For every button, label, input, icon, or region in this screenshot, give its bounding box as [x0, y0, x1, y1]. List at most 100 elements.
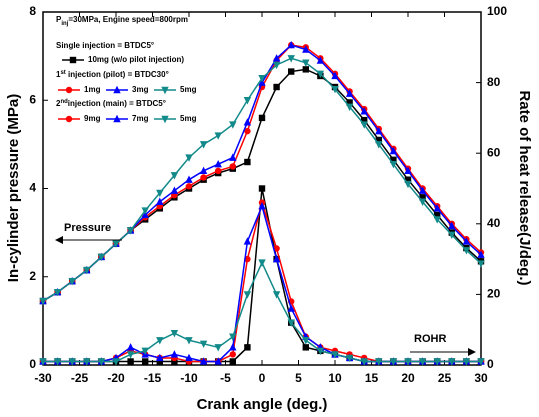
x-tick-label: 30	[474, 371, 488, 385]
marker	[170, 172, 179, 180]
marker	[389, 161, 398, 169]
marker	[97, 358, 106, 366]
legend-label: 3mg	[132, 85, 149, 94]
marker	[199, 357, 208, 365]
marker	[127, 358, 134, 365]
marker	[273, 245, 280, 252]
marker	[142, 358, 149, 365]
marker	[404, 176, 412, 183]
condition-part: =30MPa, Engine speed=800rpm	[68, 15, 188, 24]
marker	[448, 221, 456, 230]
legend-header: Single injection = BTDC5°	[56, 41, 154, 50]
marker	[171, 358, 178, 365]
y-tick-label: 4	[29, 181, 36, 195]
y2-tick-label: 40	[487, 216, 501, 230]
marker	[200, 174, 207, 181]
marker	[287, 319, 295, 327]
marker	[185, 183, 193, 190]
marker	[161, 86, 169, 95]
marker	[258, 185, 266, 192]
marker	[404, 180, 412, 189]
line	[43, 260, 481, 363]
marker	[434, 211, 441, 219]
marker	[272, 54, 281, 62]
marker	[156, 337, 164, 345]
marker	[170, 186, 179, 194]
marker	[185, 175, 193, 183]
marker	[65, 115, 73, 123]
marker	[243, 118, 252, 126]
marker	[389, 358, 398, 366]
marker	[419, 194, 426, 201]
x-axis-label: Crank angle (deg.)	[197, 396, 328, 413]
marker	[185, 337, 193, 345]
marker	[316, 70, 325, 78]
marker	[229, 333, 237, 341]
marker	[156, 353, 164, 362]
marker	[113, 114, 121, 123]
x-tick-label: 25	[438, 371, 452, 385]
marker	[448, 358, 456, 366]
marker	[68, 277, 76, 286]
marker	[199, 141, 208, 149]
marker	[418, 186, 427, 194]
marker	[229, 153, 237, 161]
legend-header-part: 2	[56, 99, 61, 108]
marker	[113, 85, 121, 94]
condition-part: P	[56, 15, 62, 24]
marker	[288, 68, 295, 75]
marker	[287, 304, 295, 312]
marker	[375, 136, 382, 144]
x-tick-label: 20	[401, 371, 415, 385]
marker	[316, 56, 325, 64]
marker	[272, 61, 281, 70]
marker	[433, 216, 441, 224]
marker	[390, 156, 397, 164]
marker	[65, 86, 73, 94]
marker	[97, 253, 106, 262]
legend-label: 9mg	[84, 114, 101, 123]
marker	[161, 115, 169, 124]
legend-header: 1st injection (pilot) = BTDC30°	[56, 70, 169, 80]
y-tick-label: 0	[29, 357, 36, 371]
x-tick-label: 15	[365, 371, 379, 385]
legend-label: 10mg (w/o pilot injection)	[88, 55, 184, 64]
marker	[272, 254, 281, 263]
marker	[185, 154, 193, 162]
marker	[229, 121, 237, 129]
marker	[244, 344, 251, 351]
marker	[112, 358, 120, 366]
marker	[302, 337, 310, 345]
marker	[448, 231, 456, 240]
marker	[83, 358, 91, 366]
marker	[214, 357, 222, 365]
marker	[126, 351, 135, 359]
marker	[53, 358, 62, 366]
marker	[345, 89, 354, 97]
legend-header: 2ndinjection (main) = BTDC5°	[56, 99, 166, 109]
marker	[360, 121, 368, 129]
marker	[214, 160, 222, 168]
legend-header-part: st	[60, 70, 65, 76]
marker	[345, 103, 354, 112]
marker	[346, 99, 353, 106]
condition-part: inj	[61, 21, 68, 27]
y2-tick-label: 20	[487, 287, 501, 301]
marker	[214, 344, 222, 352]
marker	[199, 166, 208, 175]
legend-header-part: injection (pilot) = BTDC30°	[66, 70, 169, 79]
marker	[229, 163, 236, 170]
marker	[39, 297, 47, 306]
marker	[229, 351, 236, 358]
marker	[477, 358, 485, 366]
marker	[156, 358, 163, 365]
marker	[331, 71, 339, 80]
marker	[170, 350, 179, 358]
marker	[258, 259, 266, 267]
marker	[170, 330, 179, 338]
marker	[433, 358, 441, 366]
marker	[185, 353, 193, 362]
marker	[69, 56, 77, 64]
x-tick-label: 0	[259, 371, 266, 385]
